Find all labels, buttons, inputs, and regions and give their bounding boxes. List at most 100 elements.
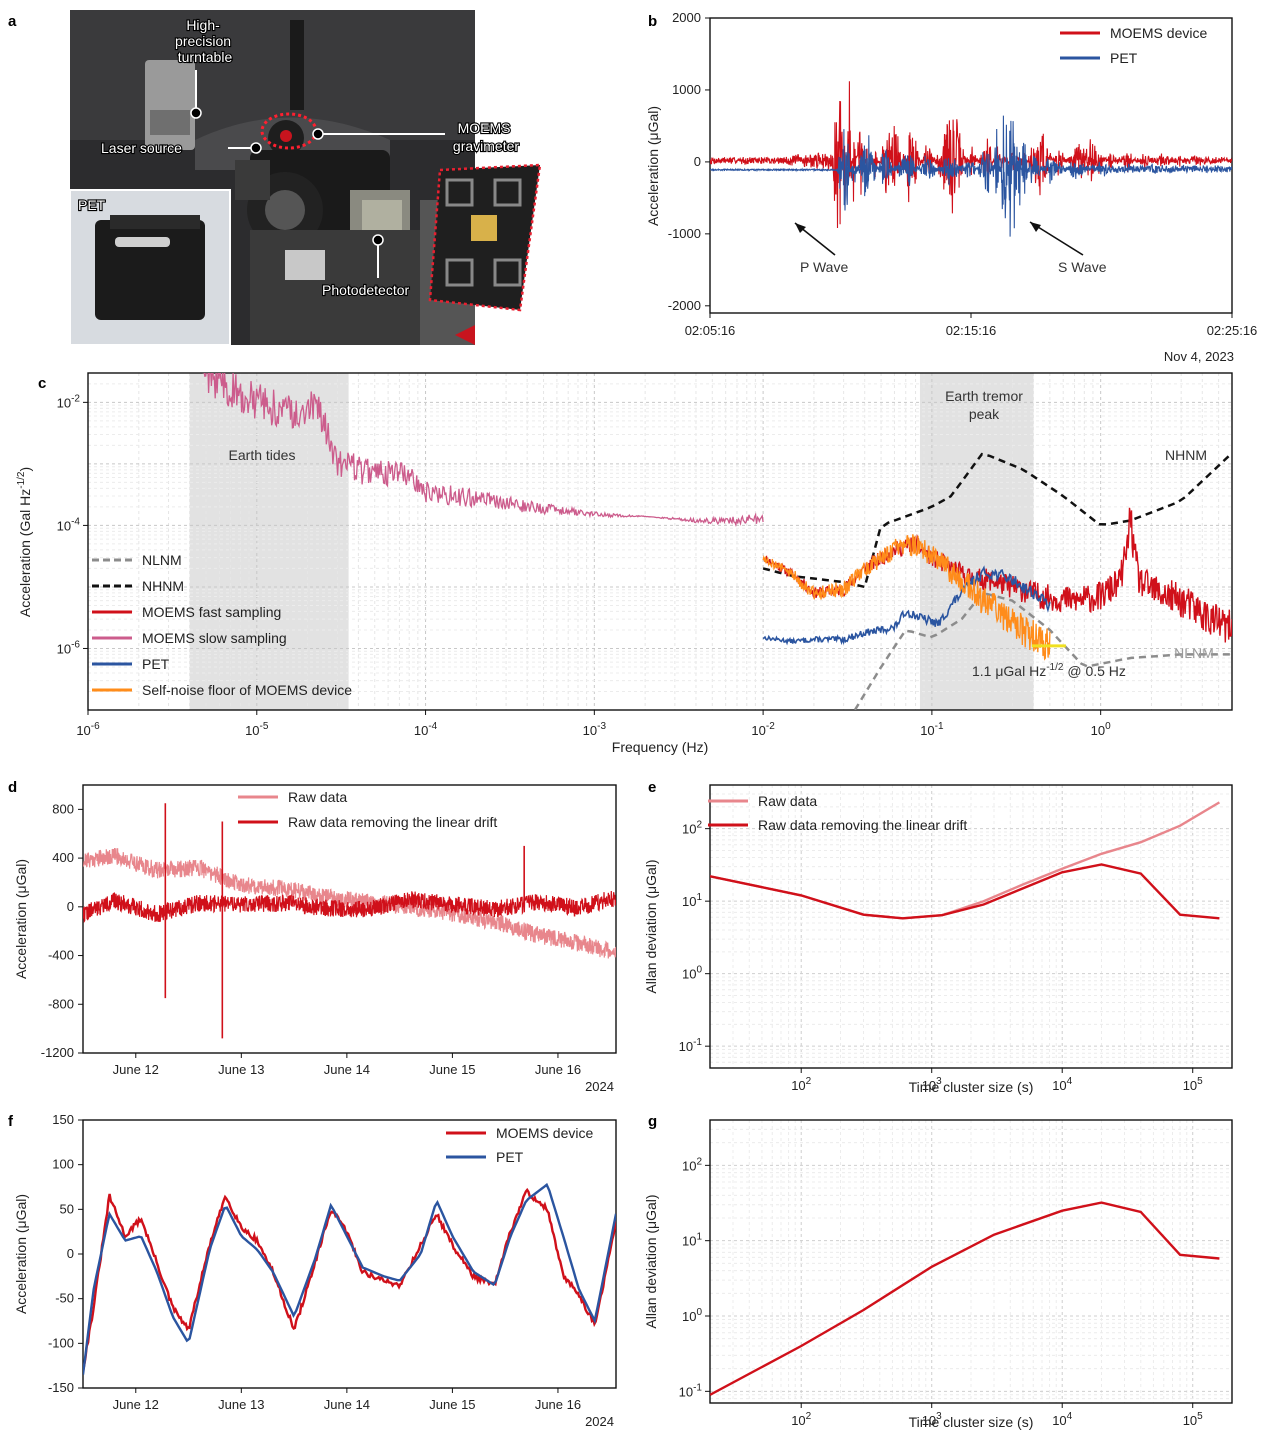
d-x-note: 2024 <box>585 1079 614 1094</box>
c-xtick-label-4-exp: -2 <box>766 721 775 732</box>
c-xtick-label-0: 10-6 <box>76 721 100 738</box>
c-noise-annotation: 1.1 μGal Hz-1/2 @ 0.5 Hz <box>972 662 1126 679</box>
c-noise-annotation-base: 1.1 μGal Hz <box>972 663 1046 679</box>
b-ytick-label-4: 2000 <box>672 10 701 25</box>
c-ytick-label-2-exp: -2 <box>71 393 80 404</box>
d-ytick-label-0: -1200 <box>41 1045 74 1060</box>
photo-label-turntable: High- precision turntable <box>175 17 235 65</box>
d-legend-label-0: Raw data <box>288 789 347 805</box>
g-ytick-label-1-base: 10 <box>682 1309 696 1324</box>
panel-label-g: g <box>648 1113 657 1130</box>
e-ytick-label-1-exp: 0 <box>696 965 702 976</box>
e-ytick-label-0-exp: -1 <box>693 1037 702 1048</box>
c-series-4 <box>762 565 1051 646</box>
c-xlabel: Frequency (Hz) <box>612 739 708 755</box>
panel-label-b: b <box>648 13 657 30</box>
c-xtick-label-4: 10-2 <box>751 721 775 738</box>
g-xtick-label-0-base: 10 <box>791 1413 805 1428</box>
c-curve-label-nhnm: NHNM <box>1165 447 1207 463</box>
panel-label-c: c <box>38 375 46 392</box>
e-ytick-label-1-base: 10 <box>682 967 696 982</box>
chart-c: 10-6 10-5 10-4 10-3 10-2 10-1 10010-610-410-2F… <box>16 372 1233 755</box>
c-ytick-label-2: 10-2 <box>57 393 81 410</box>
c-series-0 <box>853 592 1232 710</box>
f-ytick-label-0: -150 <box>48 1380 74 1395</box>
f-frame <box>82 1119 617 1389</box>
b-xtick-label-2: 02:25:16 <box>1207 323 1258 338</box>
c-ylabel-close: ) <box>17 467 33 472</box>
d-xtick-label-1: June 13 <box>218 1062 264 1077</box>
c-ytick-label-0-base: 10 <box>57 641 71 656</box>
c-noise-annotation-exp: -1/2 <box>1046 662 1064 673</box>
d-xtick-label-3: June 15 <box>429 1062 475 1077</box>
g-series-0 <box>710 1201 1220 1396</box>
f-series-1 <box>83 1182 616 1375</box>
c-band-label-earth-tides: Earth tides <box>229 447 296 463</box>
c-ytick-label-1-exp: -4 <box>71 516 80 527</box>
c-legend-label-0: NLNM <box>142 552 182 568</box>
f-ytick-label-6: 150 <box>52 1112 74 1127</box>
c-legend-label-2: MOEMS fast sampling <box>142 604 281 620</box>
d-ytick-label-1: -800 <box>48 996 74 1011</box>
c-ylabel-base: Acceleration (Gal Hz <box>17 489 33 617</box>
d-xtick-label-0: June 12 <box>113 1062 159 1077</box>
c-xtick-label-3-exp: -3 <box>597 721 606 732</box>
e-ylabel: Allan deviation (μGal) <box>643 859 659 993</box>
e-xtick-label-3: 105 <box>1183 1076 1203 1093</box>
d-xtick-label-4: June 16 <box>535 1062 581 1077</box>
f-legend-label-0: MOEMS device <box>496 1125 593 1141</box>
c-xtick-label-5-exp: -1 <box>935 721 944 732</box>
f-xtick-label-1: June 13 <box>218 1397 264 1412</box>
b-xtick-label-1: 02:15:16 <box>946 323 997 338</box>
chart-d: -1200 -800 -400 0 400 800 June 12 June 13 June 1… <box>13 784 617 1094</box>
b-arrowhead-p <box>795 223 806 233</box>
panel-label-d: d <box>8 779 17 796</box>
f-xtick-label-4: June 16 <box>535 1397 581 1412</box>
f-series-0 <box>83 1187 616 1372</box>
photo-label-turntable-2: precision <box>175 33 231 49</box>
e-xtick-label-1-exp: 3 <box>936 1076 942 1087</box>
panel-label-e: e <box>648 779 656 796</box>
c-ytick-label-0: 10-6 <box>57 639 81 656</box>
photo-label-pet: PET <box>78 197 106 213</box>
e-legend-label-1: Raw data removing the linear drift <box>758 817 967 833</box>
c-xtick-label-3-base: 10 <box>583 723 597 738</box>
c-band-label-tremor-1: Earth tremor <box>945 388 1023 404</box>
c-band-1 <box>919 373 1034 710</box>
photo-label-moems-1: MOEMS <box>458 120 511 136</box>
f-xtick-label-3: June 15 <box>429 1397 475 1412</box>
panel-label-a: a <box>8 13 17 30</box>
g-xtick-label-1-base: 10 <box>922 1413 936 1428</box>
c-ylabel: Acceleration (Gal Hz-1/2) <box>16 467 33 617</box>
b-arrowhead-s <box>1030 222 1041 232</box>
c-xtick-label-0-exp: -6 <box>91 721 100 732</box>
e-ytick-label-3-base: 10 <box>682 822 696 837</box>
d-ytick-label-2: -400 <box>48 948 74 963</box>
e-ytick-label-3: 102 <box>682 820 702 837</box>
g-xtick-label-2-base: 10 <box>1052 1413 1066 1428</box>
c-legend-label-4: PET <box>142 656 170 672</box>
d-series-1 <box>83 890 616 924</box>
photo-label-photodetector: Photodetector <box>322 282 410 298</box>
c-curve-label-nlnm: NLNM <box>1174 645 1214 661</box>
c-xtick-label-4-base: 10 <box>751 723 765 738</box>
c-ytick-label-0-exp: -6 <box>71 639 80 650</box>
g-xtick-label-1: 103 <box>922 1411 942 1428</box>
b-annotation-s-wave: S Wave <box>1058 259 1107 275</box>
b-legend-label-1: PET <box>1110 50 1138 66</box>
f-xtick-label-2: June 14 <box>324 1397 370 1412</box>
e-xtick-label-1: 103 <box>922 1076 942 1093</box>
c-xtick-label-0-base: 10 <box>76 723 90 738</box>
g-ytick-label-2: 101 <box>682 1232 702 1249</box>
e-ytick-label-2: 101 <box>682 892 702 909</box>
g-xlabel: Time cluster size (s) <box>909 1414 1034 1430</box>
e-ytick-label-1: 100 <box>682 965 702 982</box>
g-ytick-label-1: 100 <box>682 1307 702 1324</box>
g-ytick-label-3: 102 <box>682 1156 702 1173</box>
g-ytick-label-0: 10-1 <box>679 1382 703 1399</box>
e-xtick-label-0-exp: 2 <box>806 1076 812 1087</box>
c-noise-annotation-tail: @ 0.5 Hz <box>1063 663 1125 679</box>
g-ytick-label-2-exp: 1 <box>696 1232 702 1243</box>
f-ytick-label-5: 100 <box>52 1157 74 1172</box>
photo-label-turntable-1: High- <box>186 17 220 33</box>
